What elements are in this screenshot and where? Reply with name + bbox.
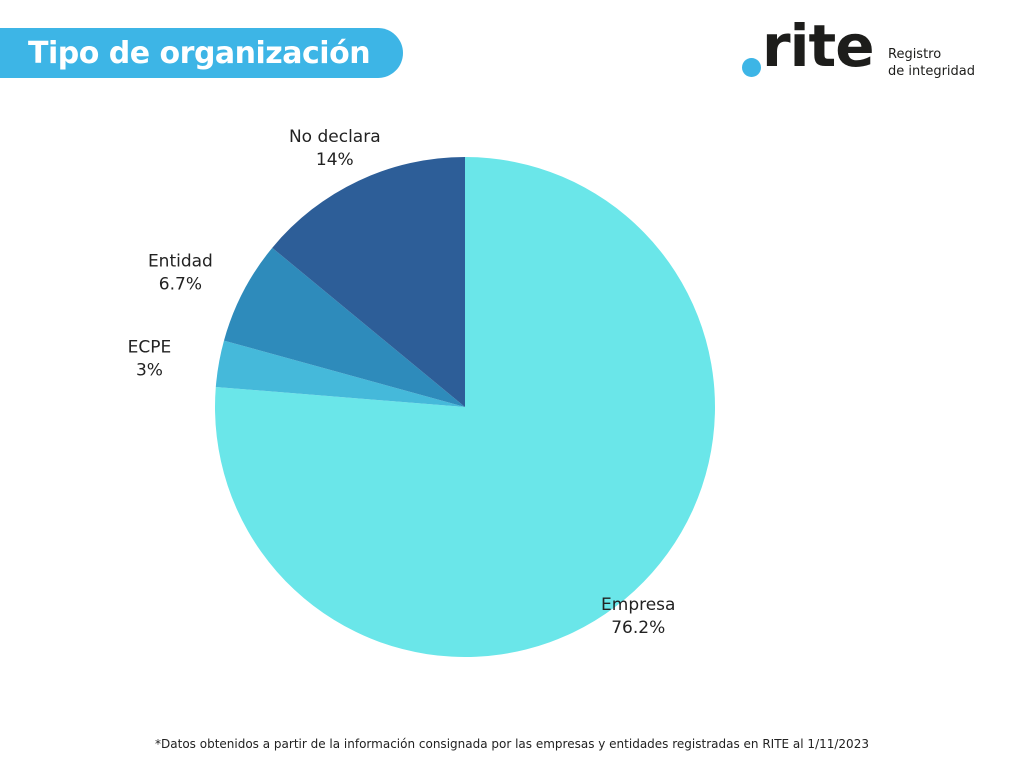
slice-value-entidad: 6.7%: [159, 274, 202, 294]
logo-dot-icon: [742, 58, 761, 77]
logo-subtitle-line2: de integridad: [888, 64, 976, 79]
logo-subtitle-line1: Registro: [888, 47, 942, 62]
logo-subtitle: Registro de integridad: [888, 46, 975, 80]
footnote: *Datos obtenidos a partir de la informac…: [155, 737, 869, 751]
slice-value-empresa: 76.2%: [611, 618, 665, 638]
pie-slice-empresa: [214, 157, 715, 658]
rite-logo: rite Registro de integridad: [742, 14, 992, 82]
pie-slice-ecpe: [215, 340, 465, 407]
page-title: Tipo de organización: [28, 35, 371, 71]
slice-label-entidad: Entidad: [148, 251, 213, 271]
logo-wordmark: rite: [762, 12, 875, 80]
slice-value-no-declara: 14%: [316, 150, 354, 170]
pie-slice-entidad: [223, 247, 465, 407]
slice-value-ecpe: 3%: [136, 360, 163, 380]
slice-label-no-declara: No declara: [289, 127, 381, 147]
pie-slice-no-declara: [272, 157, 465, 407]
slice-label-empresa: Empresa: [601, 595, 675, 615]
title-banner: Tipo de organización: [0, 28, 403, 78]
slice-label-ecpe: ECPE: [128, 337, 172, 357]
